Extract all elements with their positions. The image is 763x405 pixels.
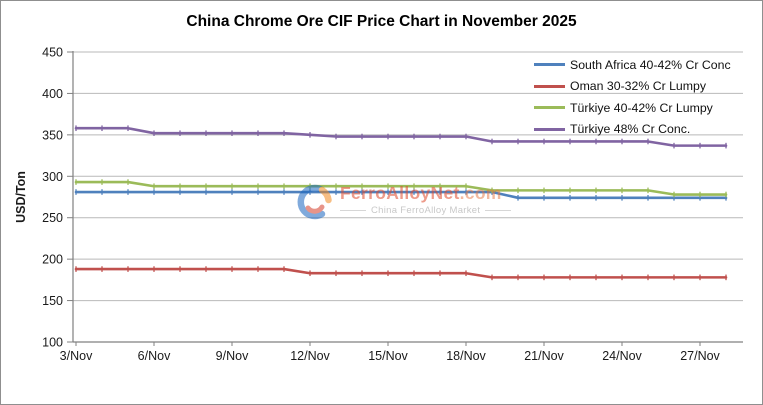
legend-label: South Africa 40-42% Cr Conc xyxy=(570,57,731,72)
watermark-brand: FerroAlloyNet.com xyxy=(340,183,511,204)
legend-label: Türkiye 48% Cr Conc. xyxy=(570,122,691,137)
tagline-dash-left xyxy=(340,210,366,211)
series-line xyxy=(74,190,728,200)
y-tick-label: 400 xyxy=(42,87,63,101)
x-tick-label: 18/Nov xyxy=(446,349,486,363)
y-tick-label: 300 xyxy=(42,170,63,184)
series-line xyxy=(74,126,728,147)
legend-label: Türkiye 40-42% Cr Lumpy xyxy=(570,100,713,115)
legend-swatch xyxy=(534,127,565,131)
legend: South Africa 40-42% Cr Conc Oman 30-32% C… xyxy=(534,54,731,140)
legend-label: Oman 30-32% Cr Lumpy xyxy=(570,79,707,94)
series-line xyxy=(74,180,728,196)
x-tick-label: 6/Nov xyxy=(138,349,171,363)
ferroalloynet-logo-icon xyxy=(297,184,332,220)
logo-blue-arc xyxy=(297,184,326,220)
x-tick-label: 27/Nov xyxy=(680,349,720,363)
y-tick-label: 100 xyxy=(42,336,63,350)
watermark-tagline: China FerroAlloy Market xyxy=(340,205,512,216)
y-tick-label: 250 xyxy=(42,211,63,225)
x-tick-label: 3/Nov xyxy=(60,349,93,363)
chart-title: China Chrome Ore CIF Price Chart in Nove… xyxy=(186,13,577,30)
legend-item: South Africa 40-42% Cr Conc xyxy=(534,54,731,76)
x-tick-label: 24/Nov xyxy=(602,349,642,363)
legend-swatch xyxy=(534,63,565,67)
y-tick-label: 150 xyxy=(42,294,63,308)
tagline-text: China FerroAlloy Market xyxy=(371,205,481,216)
legend-item: Türkiye 40-42% Cr Lumpy xyxy=(534,97,731,119)
series-line xyxy=(74,267,728,279)
logo-orange-arc xyxy=(318,186,332,204)
legend-swatch xyxy=(534,84,565,88)
logo-red-arc xyxy=(305,204,325,214)
tagline-dash-right xyxy=(485,210,512,211)
watermark-brand-tld: .com xyxy=(459,183,502,203)
x-tick-label: 9/Nov xyxy=(216,349,249,363)
y-tick-label: 450 xyxy=(42,46,63,60)
watermark-text: FerroAlloyNet.com China FerroAlloy Marke… xyxy=(340,183,512,216)
legend-item: Türkiye 48% Cr Conc. xyxy=(534,119,731,141)
x-tick-label: 21/Nov xyxy=(524,349,564,363)
watermark-brand-name: FerroAlloyNet xyxy=(340,183,460,203)
y-tick-label: 350 xyxy=(42,128,63,142)
legend-item: Oman 30-32% Cr Lumpy xyxy=(534,76,731,98)
y-tick-label: 200 xyxy=(42,253,63,267)
x-tick-label: 15/Nov xyxy=(368,349,408,363)
x-tick-label: 12/Nov xyxy=(290,349,330,363)
watermark: FerroAlloyNet.com China FerroAlloy Marke… xyxy=(296,183,512,221)
legend-swatch xyxy=(534,106,565,110)
